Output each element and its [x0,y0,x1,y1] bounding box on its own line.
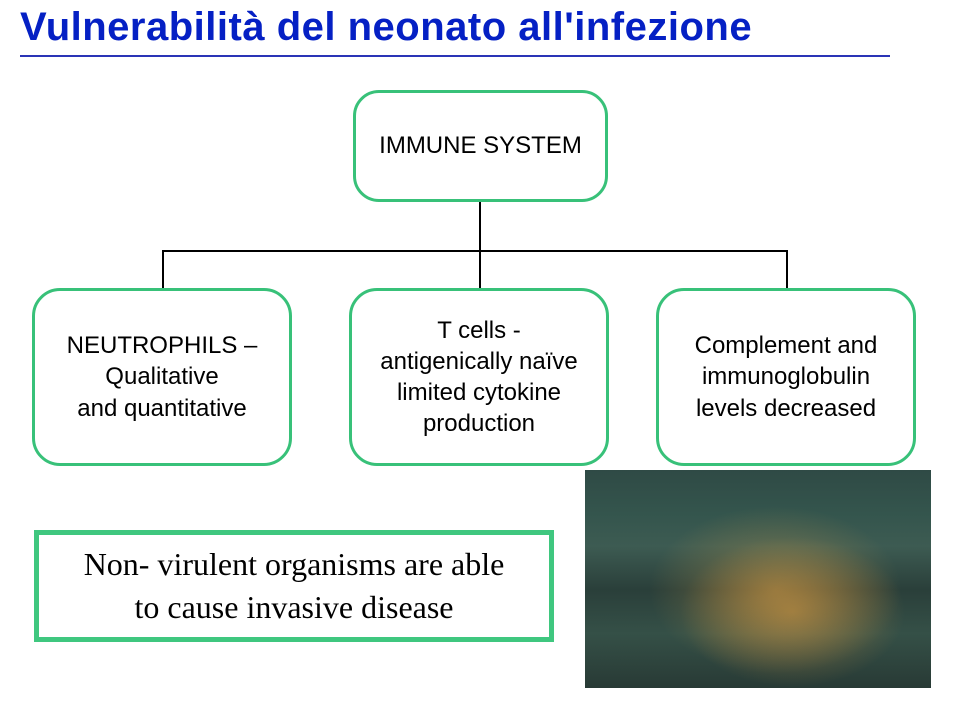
connector-drop-1 [162,252,164,288]
callout-line: to cause invasive disease [135,589,454,625]
connector-drop-2 [479,252,481,288]
connector-drop-3 [786,252,788,288]
title-underline [20,55,890,57]
child-node-line: Complement and [695,330,878,361]
child-node-line: antigenically naïve [380,346,577,377]
child-node-line: Qualitative [105,361,218,392]
child-node-line: production [423,408,535,439]
connector-hbar [162,250,788,252]
neonate-photo [585,470,931,688]
child-node-line: immunoglobulin [702,361,870,392]
child-node-line: T cells - [437,315,521,346]
slide-title: Vulnerabilità del neonato all'infezione [20,5,752,50]
child-node-line: and quantitative [77,393,246,424]
slide-canvas: Vulnerabilità del neonato all'infezione … [0,0,960,715]
child-node-complement: Complement and immunoglobulin levels dec… [656,288,916,466]
child-node-line: limited cytokine [397,377,561,408]
root-node-immune-system: IMMUNE SYSTEM [353,90,608,202]
connector-trunk [479,202,481,250]
child-node-line: levels decreased [696,393,876,424]
callout-line: Non- virulent organisms are able [84,546,505,582]
root-node-label: IMMUNE SYSTEM [379,132,582,160]
child-node-tcells: T cells - antigenically naïve limited cy… [349,288,609,466]
child-node-neutrophils: NEUTROPHILS – Qualitative and quantitati… [32,288,292,466]
child-node-line: NEUTROPHILS – [67,330,258,361]
photo-placeholder [585,470,931,688]
callout-box: Non- virulent organisms are able to caus… [34,530,554,642]
